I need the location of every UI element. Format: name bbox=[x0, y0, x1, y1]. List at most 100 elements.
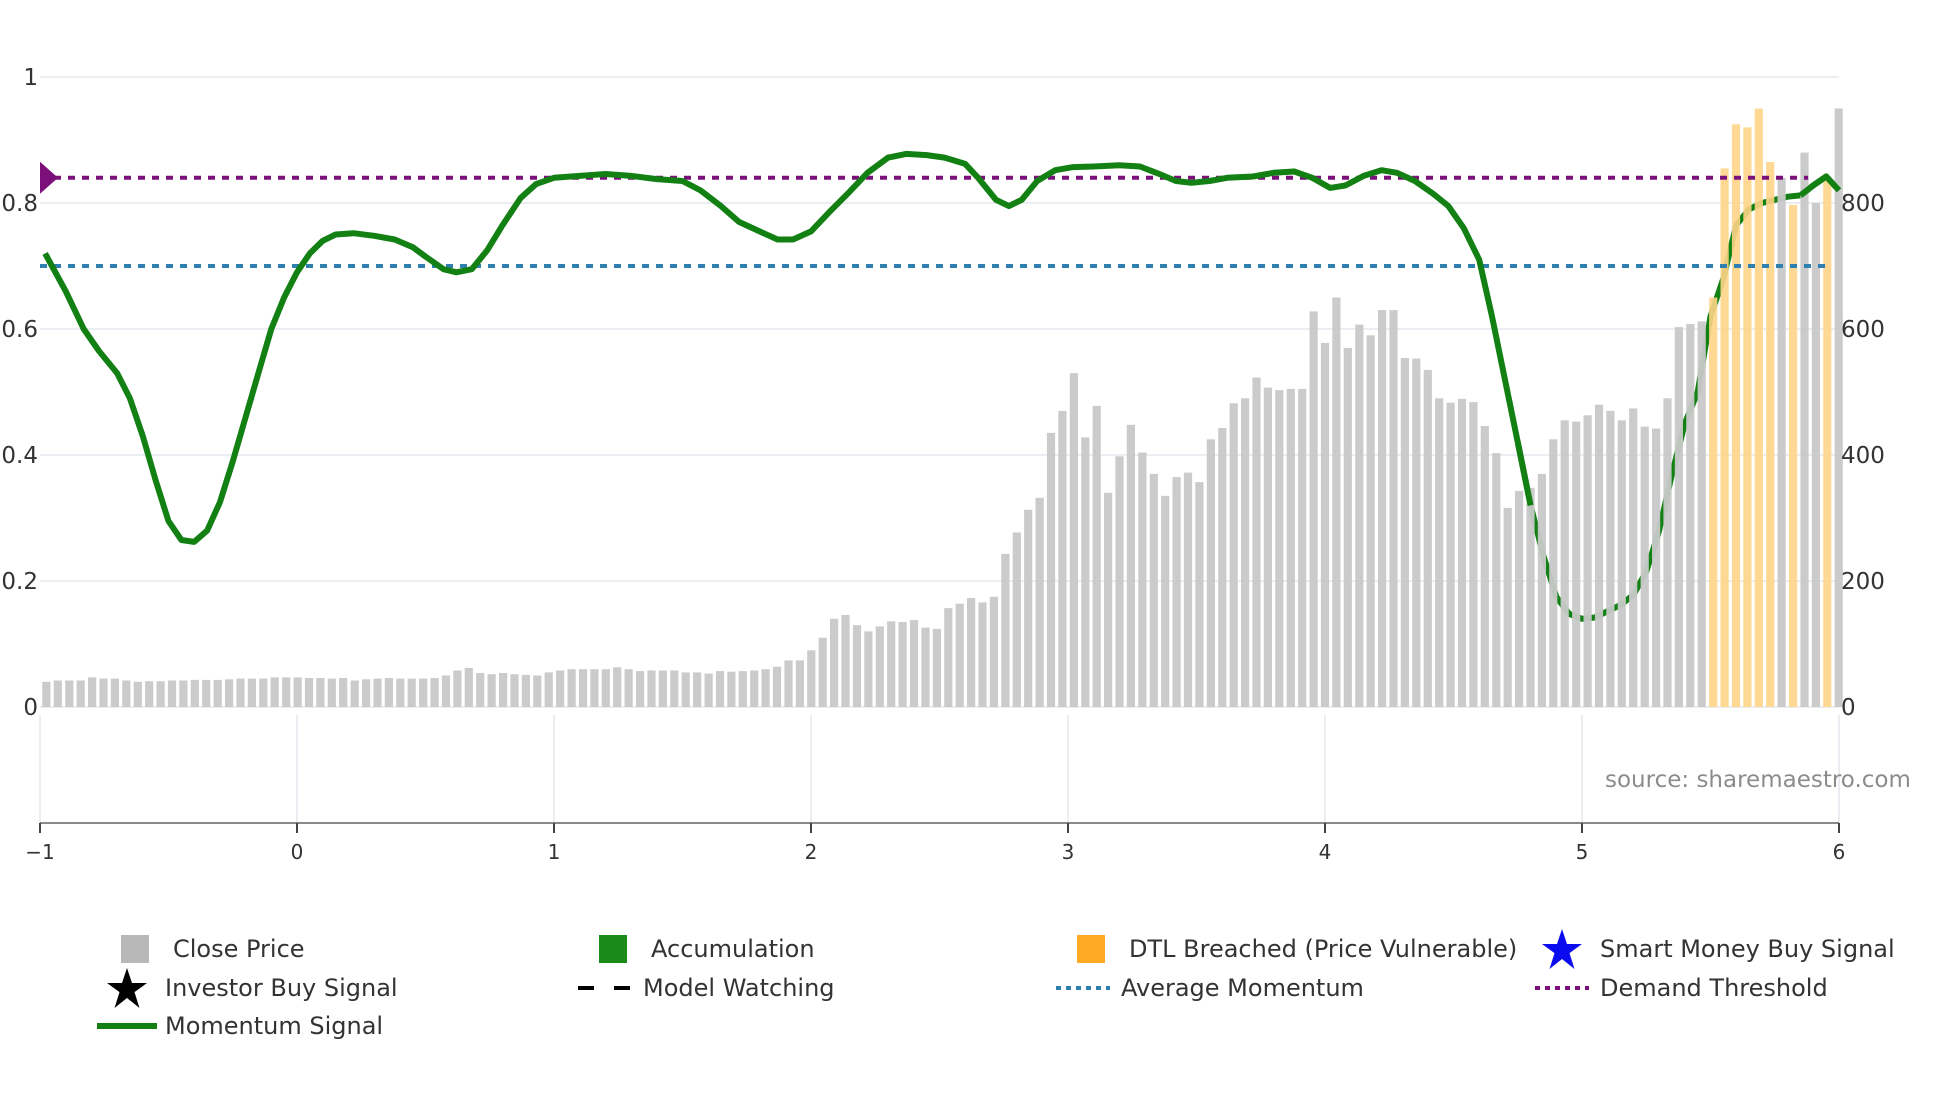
close-price-bar bbox=[499, 673, 508, 707]
legend-label: Smart Money Buy Signal bbox=[1600, 935, 1895, 963]
y-right-tick-label: 600 bbox=[1841, 317, 1885, 343]
close-price-bar bbox=[1617, 420, 1626, 707]
close-price-swatch-icon bbox=[121, 935, 149, 963]
legend-item-investor-buy[interactable]: Investor Buy Signal bbox=[97, 968, 398, 1008]
close-price-bar bbox=[1275, 390, 1284, 707]
close-price-bar bbox=[807, 650, 816, 707]
close-price-bar bbox=[1378, 310, 1387, 707]
dtl-breached-bar bbox=[1720, 168, 1729, 707]
close-price-bar bbox=[419, 678, 428, 707]
y-right-tick-label: 800 bbox=[1841, 191, 1885, 217]
close-price-bar bbox=[167, 680, 177, 707]
close-price-bar bbox=[1149, 473, 1158, 707]
close-price-bar bbox=[932, 628, 941, 707]
close-price-bar bbox=[761, 669, 770, 707]
close-price-bar bbox=[693, 672, 702, 707]
close-price-bar bbox=[590, 669, 599, 707]
dashed-line-icon bbox=[578, 986, 632, 990]
close-price-bar bbox=[225, 679, 234, 707]
close-price-bar bbox=[1412, 358, 1421, 707]
close-price-bar bbox=[1195, 482, 1204, 707]
close-price-bar bbox=[556, 670, 565, 707]
dtl-breached-bar bbox=[1743, 127, 1752, 707]
dtl-breached-swatch-icon bbox=[1077, 935, 1105, 963]
close-price-bar bbox=[1629, 408, 1638, 707]
close-price-bar bbox=[316, 678, 325, 707]
close-price-bar bbox=[967, 598, 976, 707]
legend-label: Investor Buy Signal bbox=[165, 974, 398, 1002]
source-annotation: source: sharemaestro.com bbox=[1605, 767, 1911, 793]
x-tick-label: 5 bbox=[1576, 840, 1589, 864]
close-price-bar bbox=[1229, 403, 1238, 707]
close-price-bar bbox=[1012, 532, 1021, 707]
demand-threshold-marker-icon bbox=[40, 161, 58, 194]
legend-item-smart-money[interactable]: Smart Money Buy Signal bbox=[1532, 929, 1895, 969]
close-price-bar bbox=[1834, 108, 1843, 707]
close-price-bar bbox=[99, 678, 108, 707]
close-price-bar bbox=[407, 678, 416, 707]
close-price-bar bbox=[613, 667, 622, 707]
close-price-bar bbox=[1355, 324, 1364, 707]
legend-item-accumulation[interactable]: Accumulation bbox=[583, 932, 815, 966]
accumulation-swatch-icon bbox=[599, 935, 627, 963]
dtl-breached-bar bbox=[1823, 177, 1832, 708]
close-price-bar bbox=[830, 618, 839, 707]
x-tick-label: −1 bbox=[25, 840, 54, 864]
y-left-tick-label: 0 bbox=[23, 695, 38, 721]
close-price-bar bbox=[1104, 492, 1113, 707]
close-price-bar bbox=[841, 615, 850, 707]
close-price-bar bbox=[898, 622, 907, 707]
close-price-bar bbox=[1686, 324, 1695, 707]
close-price-bar bbox=[1400, 358, 1409, 707]
close-price-bar bbox=[1298, 388, 1307, 707]
close-price-bar bbox=[327, 678, 336, 707]
close-price-bar bbox=[567, 669, 576, 707]
close-price-bar bbox=[1606, 410, 1615, 707]
close-price-bar bbox=[1572, 421, 1581, 707]
close-price-bar bbox=[1263, 387, 1272, 707]
close-price-bar bbox=[1800, 152, 1809, 708]
close-price-bar bbox=[658, 670, 667, 707]
legend-item-average-momentum[interactable]: Average Momentum bbox=[1053, 971, 1364, 1005]
dotted-purple-line-icon bbox=[1535, 986, 1589, 990]
close-price-bar bbox=[715, 671, 725, 707]
legend-item-model-watching[interactable]: Model Watching bbox=[575, 971, 835, 1005]
close-price-bar bbox=[887, 621, 896, 707]
dtl-breached-bar bbox=[1766, 162, 1775, 707]
close-price-bar bbox=[670, 670, 679, 707]
close-price-bar bbox=[750, 670, 759, 707]
close-price-bar bbox=[544, 672, 553, 707]
close-price-bar bbox=[578, 669, 588, 707]
close-price-bar bbox=[1218, 427, 1227, 707]
close-price-bar bbox=[1811, 203, 1820, 707]
black-star-icon bbox=[107, 968, 147, 1008]
x-tick-label: 3 bbox=[1062, 840, 1075, 864]
close-price-bar bbox=[1503, 507, 1512, 707]
close-price-bar bbox=[647, 670, 656, 707]
close-price-bar bbox=[1069, 373, 1078, 707]
legend-item-momentum-signal[interactable]: Momentum Signal bbox=[97, 1009, 383, 1043]
close-price-bar bbox=[533, 675, 542, 707]
legend-item-dtl-breached[interactable]: DTL Breached (Price Vulnerable) bbox=[1061, 932, 1517, 966]
axes: −1 0 1 2 3 4 5 6 0 0.2 0.4 0.6 0.8 1 0 200 400 600 800 bbox=[1, 65, 1884, 864]
close-price-bar bbox=[1674, 327, 1683, 707]
close-price-bar bbox=[738, 671, 747, 707]
close-price-bar bbox=[601, 669, 610, 707]
dtl-breached-bar bbox=[1709, 297, 1718, 707]
close-price-bar bbox=[510, 674, 519, 707]
close-price-bar bbox=[464, 667, 473, 707]
solid-green-line-icon bbox=[97, 1023, 157, 1029]
y-right-tick-label: 400 bbox=[1841, 443, 1885, 469]
close-price-bar bbox=[1423, 369, 1432, 707]
legend-item-demand-threshold[interactable]: Demand Threshold bbox=[1532, 971, 1828, 1005]
y-left-tick-label: 0.4 bbox=[1, 443, 38, 469]
y-left-tick-label: 0.6 bbox=[1, 317, 38, 343]
close-price-bar bbox=[636, 671, 645, 707]
legend-item-close-price[interactable]: Close Price bbox=[105, 932, 305, 966]
close-price-bar bbox=[1035, 497, 1044, 707]
close-price-bar bbox=[179, 680, 188, 707]
close-price-bar bbox=[909, 620, 919, 707]
legend-label: Close Price bbox=[173, 935, 305, 963]
close-price-bar bbox=[1092, 405, 1101, 707]
close-price-bar bbox=[441, 675, 451, 707]
